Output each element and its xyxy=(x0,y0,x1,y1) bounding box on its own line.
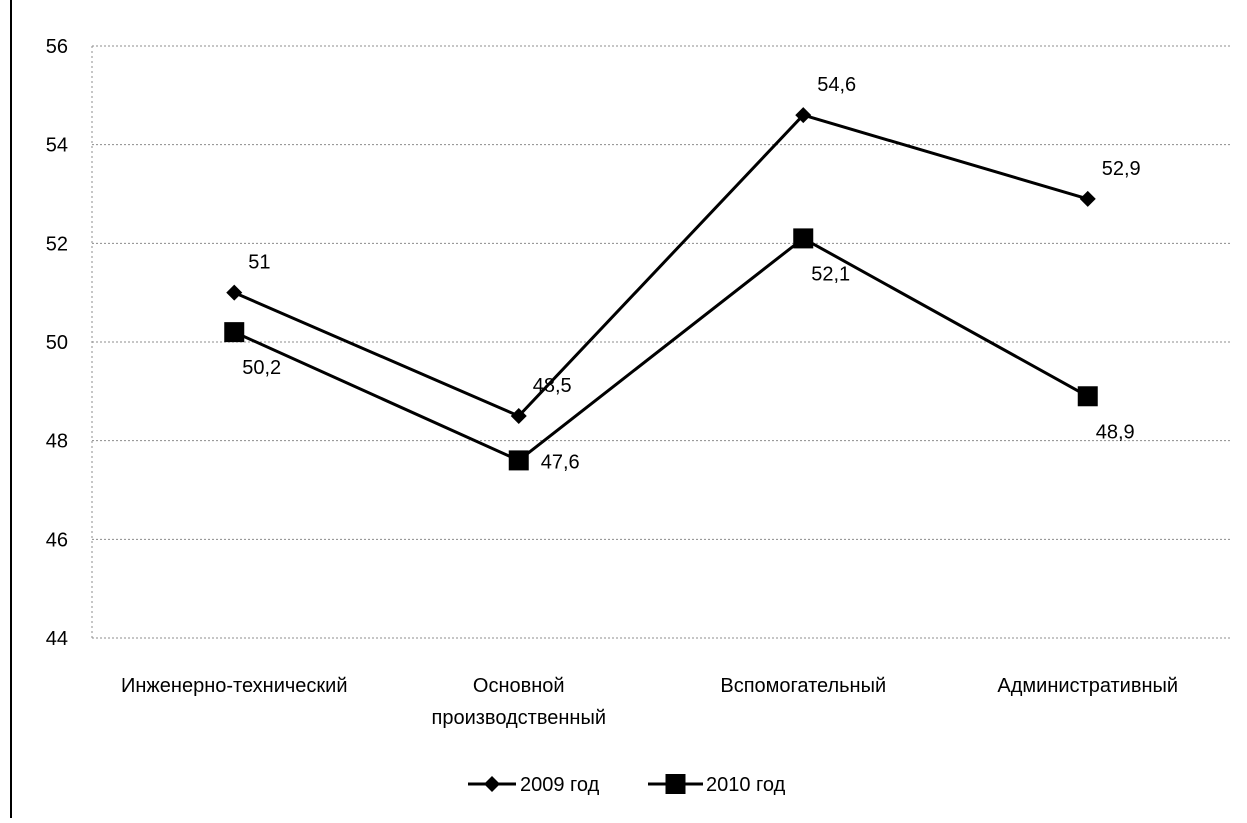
x-category-label: производственный xyxy=(432,707,607,729)
data-point-marker xyxy=(226,284,243,301)
data-label: 52,1 xyxy=(811,263,850,285)
data-label: 48,5 xyxy=(533,375,572,397)
y-tick-label: 50 xyxy=(46,332,68,354)
x-category-label: Вспомогательный xyxy=(720,675,886,697)
left-border-line xyxy=(10,0,12,818)
y-tick-label: 46 xyxy=(46,529,68,551)
x-category-label: Инженерно-технический xyxy=(121,675,348,697)
data-labels: 51 48,5 54,6 52,9 50,2 47,6 52,1 48,9 xyxy=(242,74,1140,473)
x-category-label: Основной xyxy=(473,675,565,697)
series-line-1 xyxy=(233,113,1089,418)
series-group xyxy=(224,107,1098,471)
gridlines xyxy=(91,45,1230,639)
data-point-marker xyxy=(795,107,812,124)
series-line-2 xyxy=(233,236,1089,462)
y-tick-label: 54 xyxy=(46,135,68,157)
y-tick-label: 52 xyxy=(46,233,68,255)
legend-item: 2010 год xyxy=(648,774,786,796)
y-axis-ticks: 44 46 48 50 52 54 56 xyxy=(46,36,68,650)
data-point-marker xyxy=(1077,386,1098,407)
legend-label: 2010 год xyxy=(706,774,786,796)
x-axis-categories: Инженерно-технический Основной производств… xyxy=(121,675,1178,729)
legend-item: 2009 год xyxy=(468,774,600,796)
legend-marker xyxy=(484,776,500,792)
y-tick-label: 56 xyxy=(46,36,68,58)
data-label: 47,6 xyxy=(541,451,580,473)
data-label: 51 xyxy=(248,252,270,274)
y-tick-label: 48 xyxy=(46,431,68,453)
data-point-marker xyxy=(1079,190,1096,207)
data-label: 48,9 xyxy=(1096,421,1135,443)
legend-label: 2009 год xyxy=(520,774,600,796)
y-tick-label: 44 xyxy=(46,628,68,650)
data-point-marker xyxy=(224,322,245,343)
data-label: 50,2 xyxy=(242,357,281,379)
legend: 2009 год 2010 год xyxy=(468,774,786,796)
data-label: 54,6 xyxy=(817,74,856,96)
data-point-marker xyxy=(510,408,527,424)
legend-marker xyxy=(665,774,686,794)
data-point-marker xyxy=(793,228,814,249)
data-point-marker xyxy=(508,450,529,471)
data-label: 52,9 xyxy=(1102,158,1141,180)
x-category-label: Административный xyxy=(997,675,1178,697)
